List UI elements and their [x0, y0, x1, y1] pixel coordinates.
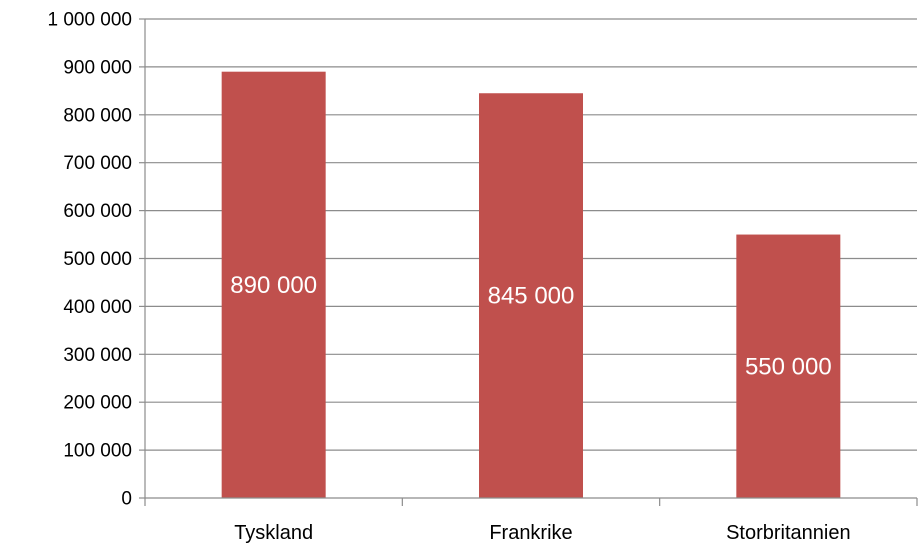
y-tick-label: 1 000 000 — [47, 10, 132, 31]
bar — [736, 234, 841, 499]
y-tick-label: 700 000 — [63, 153, 132, 174]
y-tick-label: 800 000 — [63, 105, 132, 126]
y-tick-label: 900 000 — [63, 57, 132, 78]
data-label: 550 000 — [745, 353, 832, 380]
y-tick-label: 0 — [121, 489, 132, 510]
x-tick-label: Storbritannien — [726, 522, 851, 544]
y-tick-label: 200 000 — [63, 393, 132, 414]
y-tick-labels: 0 100 000 200 000 300 000 400 000 500 000 600 … — [47, 10, 132, 510]
x-tick-label: Frankrike — [489, 522, 572, 544]
y-tick-label: 600 000 — [63, 201, 132, 222]
bars — [221, 71, 841, 499]
y-tick-label: 400 000 — [63, 297, 132, 318]
axes — [139, 18, 918, 506]
x-tick-labels: Tyskland Frankrike Storbritannien — [234, 522, 850, 544]
data-labels: 890 000 845 000 550 000 — [230, 272, 831, 380]
bar — [221, 71, 326, 498]
data-label: 890 000 — [230, 272, 317, 299]
x-tick-label: Tyskland — [234, 522, 313, 544]
bar — [479, 93, 583, 499]
y-tick-label: 500 000 — [63, 249, 132, 270]
y-tick-label: 300 000 — [63, 345, 132, 366]
data-label: 845 000 — [488, 283, 575, 310]
y-tick-label: 100 000 — [63, 441, 132, 462]
